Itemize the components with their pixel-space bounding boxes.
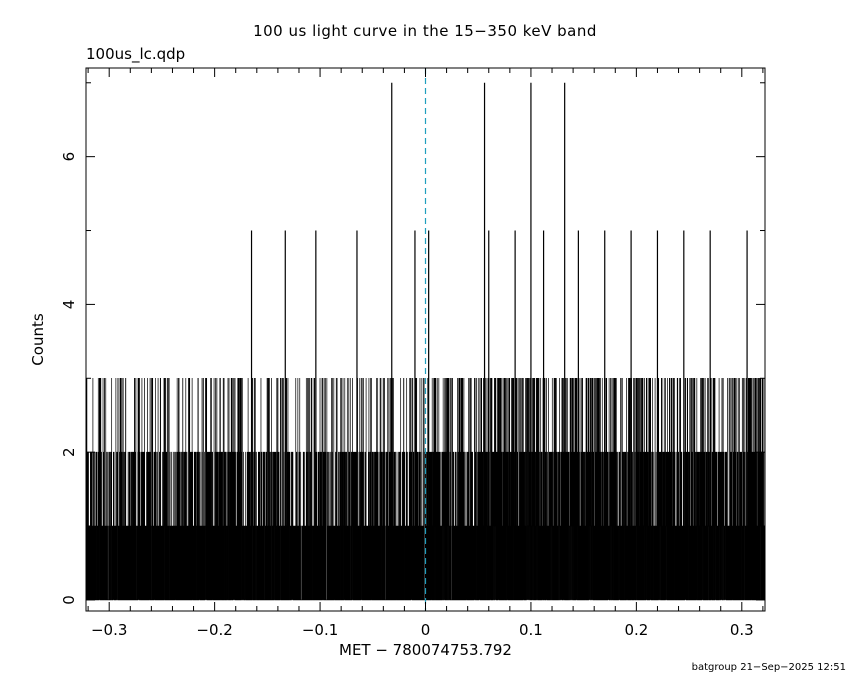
x-tick-label: −0.1 bbox=[302, 621, 338, 639]
y-tick-label: 2 bbox=[60, 447, 78, 457]
x-tick-label: −0.3 bbox=[91, 621, 127, 639]
x-tick-label: 0.2 bbox=[624, 621, 648, 639]
footer-stamp: batgroup 21−Sep−2025 12:51 bbox=[691, 662, 846, 673]
x-tick-label: 0 bbox=[421, 621, 431, 639]
x-axis-label: MET − 780074753.792 bbox=[339, 641, 512, 659]
peak-markers bbox=[250, 82, 748, 600]
y-tick-label: 0 bbox=[60, 595, 78, 605]
chart-title: 100 us light curve in the 15−350 keV ban… bbox=[253, 22, 597, 40]
y-axis-label: Counts bbox=[29, 313, 47, 366]
axis-ticks: −0.3 −0.2 −0.1 0 0.1 0.2 0.3 0 2 4 6 bbox=[60, 68, 765, 639]
y-tick-label: 6 bbox=[60, 152, 78, 162]
y-tick-label: 4 bbox=[60, 300, 78, 310]
file-label: 100us_lc.qdp bbox=[86, 45, 186, 63]
x-tick-label: −0.2 bbox=[196, 621, 232, 639]
x-tick-label: 0.1 bbox=[519, 621, 543, 639]
x-tick-label: 0.3 bbox=[730, 621, 754, 639]
